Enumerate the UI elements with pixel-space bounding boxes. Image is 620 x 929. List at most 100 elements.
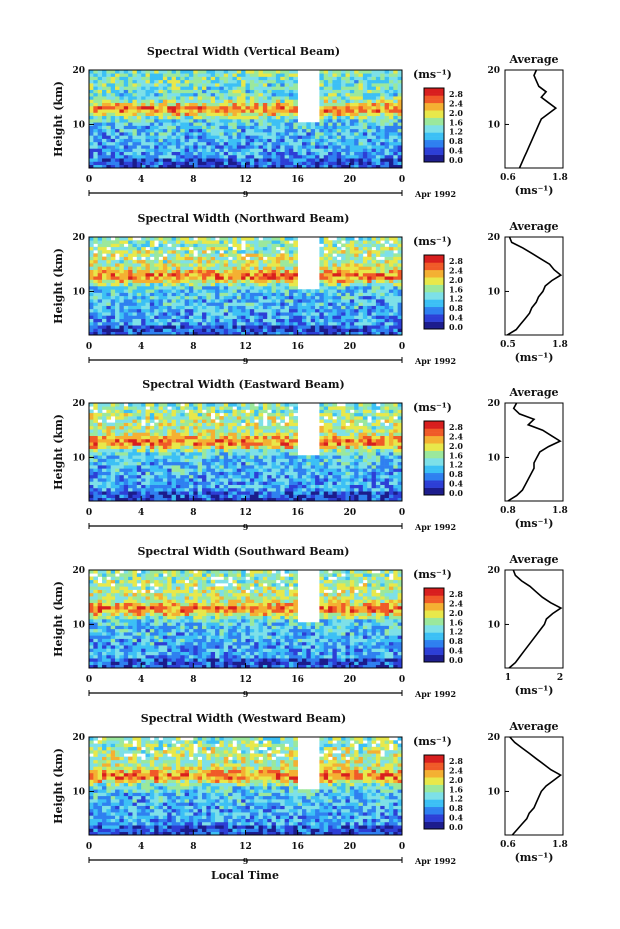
heatmap-cell bbox=[375, 315, 381, 319]
heatmap-cell bbox=[297, 295, 303, 300]
heatmap-cell bbox=[358, 318, 364, 323]
heatmap-cell bbox=[284, 132, 290, 136]
heatmap-cell bbox=[284, 318, 290, 323]
heatmap-cell bbox=[315, 161, 320, 166]
heatmap-cell bbox=[175, 318, 181, 323]
heatmap-cell bbox=[132, 259, 138, 264]
heatmap-cell bbox=[249, 102, 255, 107]
heatmap-cell bbox=[206, 243, 212, 248]
heatmap-cell bbox=[197, 151, 203, 156]
heatmap-cell bbox=[345, 89, 351, 94]
heatmap-cell bbox=[149, 286, 155, 290]
heatmap-cell bbox=[106, 250, 112, 254]
heatmap-cell bbox=[132, 494, 138, 499]
heatmap-cell bbox=[132, 125, 138, 130]
heatmap-cell bbox=[149, 240, 155, 244]
heatmap-cell bbox=[123, 318, 129, 323]
heatmap-cell bbox=[149, 299, 155, 303]
heatmap-cell bbox=[193, 292, 198, 297]
heatmap-cell bbox=[141, 474, 146, 479]
heatmap-cell bbox=[188, 86, 194, 90]
heatmap-cell bbox=[275, 237, 281, 241]
heatmap-cell bbox=[175, 96, 181, 100]
heatmap-cell bbox=[93, 442, 98, 446]
heatmap-cell bbox=[271, 302, 277, 306]
heatmap-cell bbox=[89, 148, 94, 152]
x-tick-label: 8 bbox=[190, 175, 196, 185]
heatmap-cell bbox=[328, 141, 333, 146]
heatmap-cell bbox=[106, 73, 112, 77]
heatmap-cell bbox=[293, 282, 298, 287]
heatmap-cell bbox=[293, 256, 298, 261]
heatmap-cell bbox=[141, 442, 146, 446]
heatmap-cell bbox=[375, 158, 381, 162]
heatmap-cell bbox=[362, 125, 368, 130]
heatmap-cell bbox=[141, 455, 146, 459]
heatmap-cell bbox=[332, 331, 338, 336]
heatmap-cell bbox=[145, 491, 151, 495]
heatmap-cell bbox=[380, 253, 385, 257]
heatmap-cell bbox=[306, 125, 312, 130]
heatmap-cell bbox=[184, 164, 190, 169]
heatmap-cell bbox=[293, 138, 298, 143]
heatmap-cell bbox=[223, 161, 229, 166]
heatmap-cell bbox=[384, 256, 390, 261]
heatmap-cell bbox=[306, 158, 312, 162]
heatmap-cell bbox=[254, 89, 259, 94]
heatmap-cell bbox=[141, 282, 146, 287]
heatmap-cell bbox=[328, 73, 333, 77]
heatmap-cell bbox=[141, 148, 146, 152]
heatmap-cell bbox=[241, 302, 246, 306]
heatmap-cell bbox=[223, 289, 229, 293]
heatmap-cell bbox=[89, 70, 94, 74]
heatmap-cell bbox=[319, 119, 325, 123]
heatmap-cell bbox=[158, 318, 164, 323]
colorbar-segment bbox=[424, 141, 444, 144]
colorbar-segment bbox=[424, 301, 444, 304]
heatmap-cell bbox=[123, 442, 129, 446]
heatmap-cell bbox=[397, 161, 403, 166]
heatmap-cell bbox=[167, 289, 172, 293]
heatmap-cell bbox=[136, 286, 142, 290]
heatmap-cell bbox=[210, 305, 216, 310]
heatmap-cell bbox=[141, 86, 146, 90]
heatmap-cell bbox=[210, 279, 216, 284]
heatmap-cell bbox=[293, 315, 298, 319]
heatmap-cell bbox=[154, 269, 159, 274]
heatmap-cell bbox=[293, 96, 298, 100]
heatmap-cell bbox=[128, 325, 133, 329]
heatmap-cell bbox=[136, 125, 142, 130]
heatmap-cell bbox=[358, 269, 364, 274]
heatmap-cell bbox=[158, 96, 164, 100]
heatmap-cell bbox=[310, 312, 316, 316]
heatmap-cell bbox=[341, 92, 346, 97]
heatmap-cell bbox=[223, 308, 229, 313]
heatmap-cell bbox=[175, 282, 181, 287]
heatmap-cell bbox=[119, 243, 125, 248]
heatmap-cell bbox=[397, 331, 403, 336]
heatmap-cell bbox=[241, 89, 246, 94]
heatmap-cell bbox=[280, 148, 285, 152]
heatmap-cell bbox=[132, 302, 138, 306]
heatmap-cell bbox=[132, 312, 138, 316]
heatmap-cell bbox=[93, 416, 98, 420]
heatmap-cell bbox=[258, 240, 264, 244]
heatmap-cell bbox=[236, 269, 242, 274]
heatmap-cell bbox=[341, 145, 346, 149]
heatmap-cell bbox=[375, 70, 381, 74]
heatmap-cell bbox=[141, 429, 146, 433]
heatmap-cell bbox=[388, 135, 394, 139]
heatmap-cell bbox=[128, 151, 133, 156]
heatmap-cell bbox=[362, 292, 368, 297]
heatmap-cell bbox=[119, 452, 125, 456]
heatmap-cell bbox=[267, 263, 272, 267]
heatmap-cell bbox=[249, 282, 255, 287]
heatmap-cell bbox=[180, 429, 185, 433]
heatmap-cell bbox=[119, 266, 125, 270]
heatmap-cell bbox=[362, 132, 368, 136]
heatmap-cell bbox=[336, 312, 342, 316]
heatmap-cell bbox=[136, 282, 142, 287]
heatmap-cell bbox=[162, 135, 168, 139]
heatmap-cell bbox=[97, 461, 103, 466]
heatmap-cell bbox=[197, 272, 203, 277]
